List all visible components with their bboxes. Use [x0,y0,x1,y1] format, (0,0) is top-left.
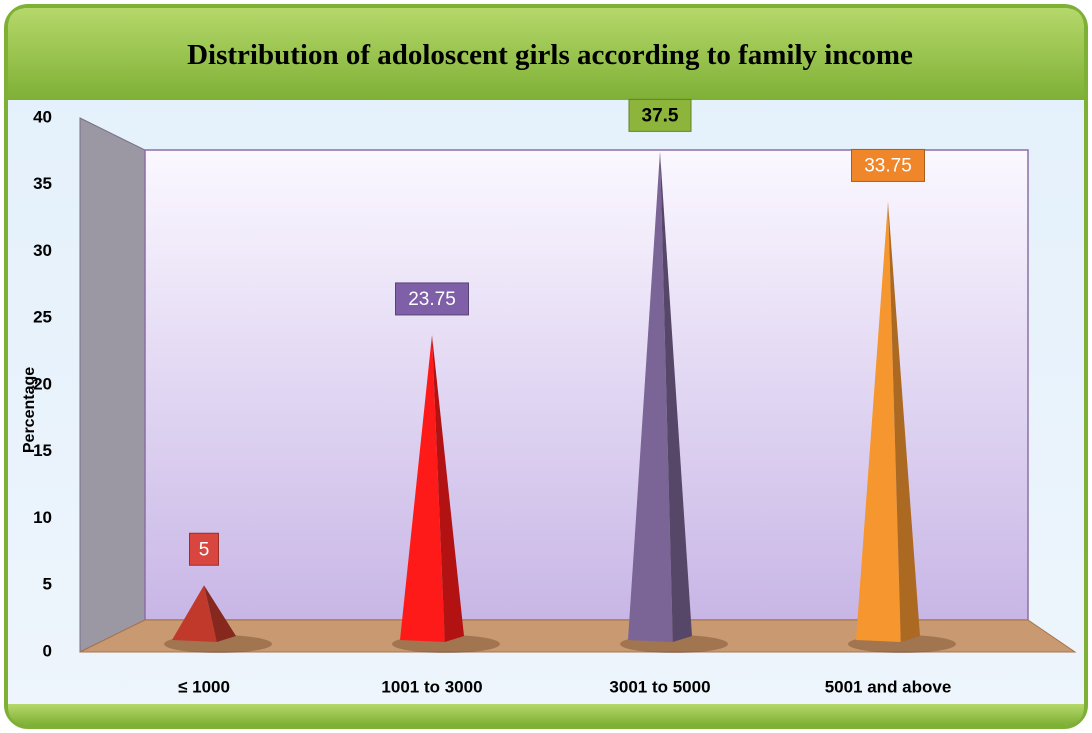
y-axis-label: Percentage [21,367,38,453]
y-tick-label: 0 [43,641,52,660]
pyramid-face [628,151,673,642]
value-label: 5 [199,539,210,560]
value-label-box [395,282,469,316]
y-tick-label: 35 [33,174,52,193]
x-tick-label: 5001 and above [825,677,952,696]
y-tick-label: 40 [33,107,52,126]
y-tick-label: 5 [43,575,52,594]
floor [79,619,1077,653]
title-band [8,8,1084,100]
pyramid [848,201,956,653]
y-tick-label: 30 [33,241,52,260]
pyramid-face [172,585,217,642]
y-tick-label: 25 [33,308,52,327]
side-wall [79,117,146,653]
pyramid-face [660,151,692,642]
pyramid-face [856,201,901,642]
value-label: 33.75 [864,155,912,176]
x-tick-label: 1001 to 3000 [381,677,482,696]
y-tick-label: 20 [33,374,52,393]
value-label: 37.5 [642,105,679,126]
x-tick-label: 3001 to 5000 [609,677,710,696]
pyramid [620,151,728,653]
bottom-band [8,704,1084,725]
value-label: 23.75 [408,289,456,310]
chart-title: Distribution of adoloscent girls accordi… [187,39,913,71]
value-label-box [189,532,219,566]
y-tick-label: 15 [33,441,52,460]
value-label-box [851,148,925,182]
pyramid [164,585,272,653]
x-tick-label: ≤ 1000 [178,677,230,696]
pyramid-face [204,585,236,642]
value-label-box [628,98,692,132]
pyramid-face [888,201,920,642]
pyramid-face [432,334,464,642]
y-tick-label: 10 [33,508,52,527]
pyramid-face [400,334,445,642]
pyramid [392,334,500,653]
